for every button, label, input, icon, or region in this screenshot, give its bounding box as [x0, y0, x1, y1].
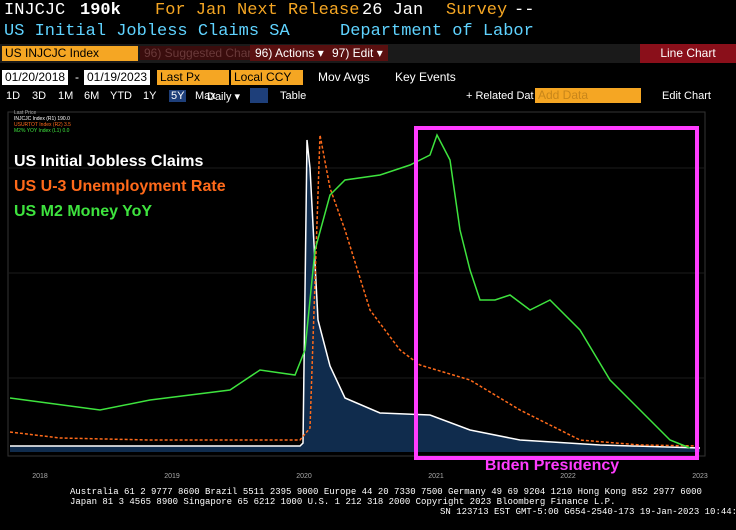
ticker: INJCJC [4, 1, 66, 20]
period-button[interactable]: 5Y [169, 90, 187, 102]
survey-label: Survey [446, 1, 508, 20]
legend: US Initial Jobless Claims US U-3 Unemploy… [14, 153, 226, 220]
key-events[interactable]: Key Events [395, 70, 456, 84]
annotation: Biden Presidency [485, 457, 619, 474]
table-button[interactable]: Table [280, 90, 307, 102]
period-button[interactable]: 1D [6, 90, 21, 102]
grid [8, 167, 705, 379]
release: For Jan [155, 1, 227, 20]
year-label: 2019 [164, 473, 180, 480]
last-value: 190k [80, 1, 121, 20]
related-data[interactable]: + Related Dat [466, 90, 534, 102]
period-button[interactable]: 3D [32, 90, 47, 102]
footer-copyright: Japan 81 3 4565 8900 Singapore 65 6212 1… [70, 497, 616, 507]
add-data[interactable]: Add Data [535, 88, 641, 103]
plot-area [7, 111, 706, 457]
m2-line [9, 133, 691, 449]
currency-select[interactable]: Local CCY [231, 70, 303, 85]
footer-session: SN 123713 EST GMT-5:00 G654-2540-173 19-… [440, 507, 736, 517]
year-label: 2018 [32, 473, 48, 480]
survey: -- [514, 1, 535, 20]
mov-avgs[interactable]: Mov Avgs [318, 70, 370, 84]
mini-legend-entry: Last Price [14, 110, 36, 116]
mini-legend-entry: INJCJC Index (R1) 190.0 [14, 116, 70, 122]
end-date[interactable]: 01/19/2023 [84, 70, 151, 85]
source: Department of Labor [340, 22, 534, 41]
security-field[interactable]: US INJCJC Index [2, 46, 138, 61]
legend-entry: US Initial Jobless Claims [14, 153, 204, 170]
period-button[interactable]: Max [195, 90, 216, 102]
edit-chart[interactable]: Edit Chart [662, 90, 711, 102]
field-select[interactable]: Last Px [157, 70, 229, 85]
date-separator: - [75, 70, 79, 84]
period-button[interactable]: 6M [84, 90, 100, 102]
next-date: 26 Jan [362, 1, 424, 20]
x-axis: 2018 2019 2020 2021 2022 2023 [32, 473, 708, 480]
year-label: 2022 [560, 473, 576, 480]
highlight-box [414, 126, 699, 460]
edit-menu[interactable]: 97) Edit ▾ [327, 45, 388, 61]
footer-contacts: Australia 61 2 9777 8600 Brazil 5511 239… [70, 487, 702, 497]
year-label: 2021 [428, 473, 444, 480]
legend-entry: US M2 Money YoY [14, 203, 152, 220]
chart-type[interactable]: Line Chart [640, 44, 736, 63]
mini-legend-entry: USURTOT Index (R2) 3.5 [14, 122, 71, 128]
legend-entry: US U-3 Unemployment Rate [14, 178, 226, 195]
period-button[interactable]: 1M [58, 90, 74, 102]
claims-line [10, 139, 701, 449]
start-date[interactable]: 01/20/2018 [2, 70, 69, 85]
mini-legend-entry: M2% YOY Index (L1) 0.0 [14, 128, 70, 134]
year-label: 2020 [296, 473, 312, 480]
actions-menu[interactable]: 96) Actions ▾ [250, 45, 329, 61]
unemployment-line [9, 134, 701, 447]
year-label: 2023 [692, 473, 708, 480]
period-button[interactable]: 1Y [143, 90, 157, 102]
chart-icon[interactable] [250, 88, 268, 103]
period-button[interactable]: YTD [110, 90, 132, 102]
frequency[interactable]: Daily ▾ [207, 91, 241, 103]
title: US Initial Jobless Claims SA [4, 22, 290, 41]
next-label: Next Release [237, 1, 360, 20]
suggested-charts[interactable]: 96) Suggested Charts [140, 46, 265, 60]
